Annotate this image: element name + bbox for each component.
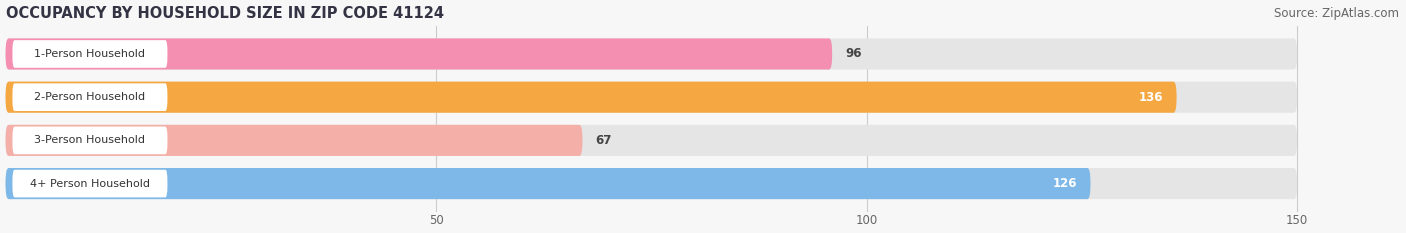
FancyBboxPatch shape: [6, 125, 582, 156]
Text: 1-Person Household: 1-Person Household: [34, 49, 145, 59]
FancyBboxPatch shape: [13, 170, 167, 197]
FancyBboxPatch shape: [13, 127, 167, 154]
Text: 136: 136: [1139, 91, 1164, 104]
Text: 126: 126: [1053, 177, 1077, 190]
FancyBboxPatch shape: [13, 40, 167, 68]
FancyBboxPatch shape: [6, 82, 1298, 113]
Text: 4+ Person Household: 4+ Person Household: [30, 178, 150, 188]
Text: OCCUPANCY BY HOUSEHOLD SIZE IN ZIP CODE 41124: OCCUPANCY BY HOUSEHOLD SIZE IN ZIP CODE …: [6, 6, 443, 21]
FancyBboxPatch shape: [6, 168, 1298, 199]
FancyBboxPatch shape: [6, 168, 1091, 199]
FancyBboxPatch shape: [6, 38, 832, 69]
Text: 2-Person Household: 2-Person Household: [34, 92, 145, 102]
FancyBboxPatch shape: [6, 38, 1298, 69]
Text: 3-Person Household: 3-Person Household: [34, 135, 145, 145]
Text: Source: ZipAtlas.com: Source: ZipAtlas.com: [1274, 7, 1399, 20]
FancyBboxPatch shape: [13, 83, 167, 111]
FancyBboxPatch shape: [6, 82, 1177, 113]
Text: 67: 67: [595, 134, 612, 147]
Text: 96: 96: [845, 48, 862, 61]
FancyBboxPatch shape: [6, 125, 1298, 156]
